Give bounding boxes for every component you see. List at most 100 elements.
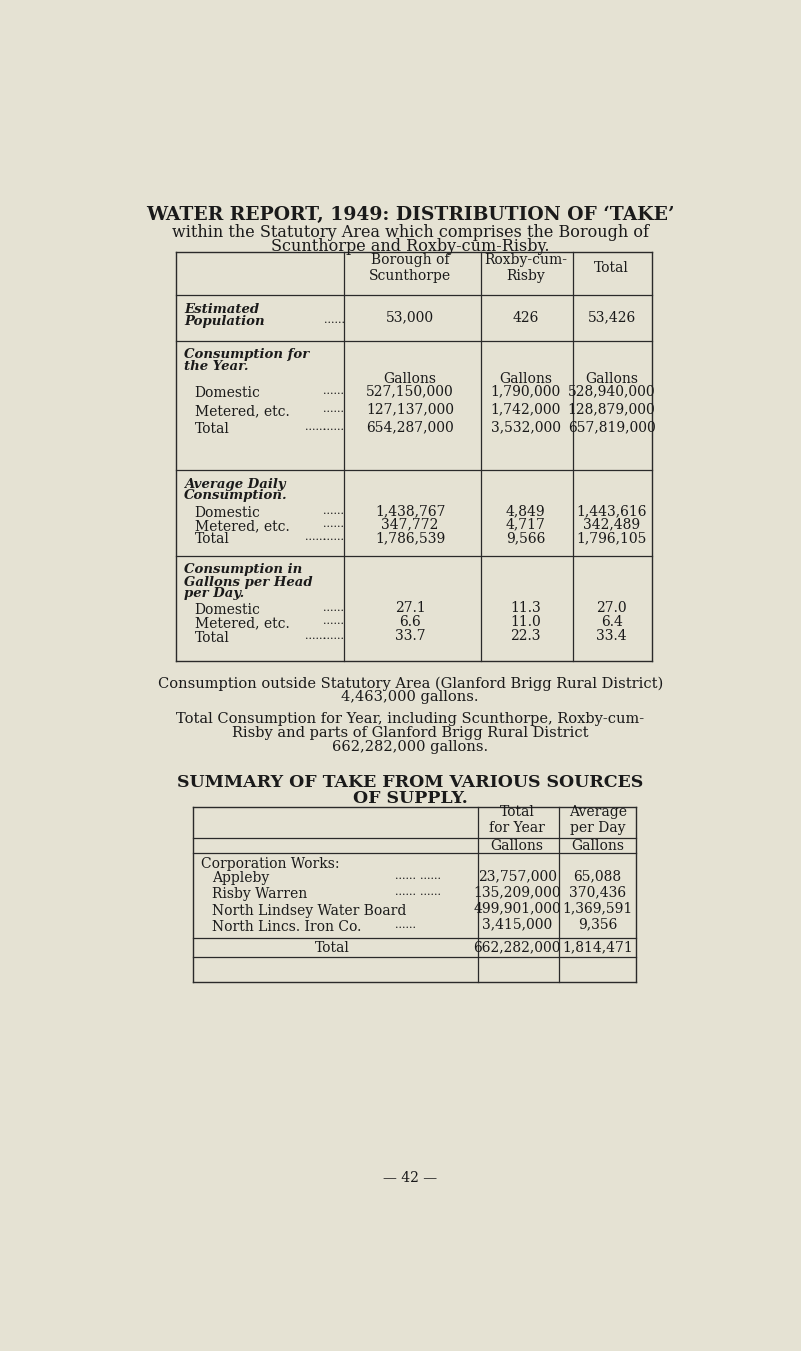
Text: 657,819,000: 657,819,000: [568, 420, 655, 434]
Text: 4,463,000 gallons.: 4,463,000 gallons.: [341, 690, 479, 704]
Text: Metered, etc.: Metered, etc.: [195, 519, 289, 534]
Text: 662,282,000: 662,282,000: [473, 940, 561, 955]
Text: 1,796,105: 1,796,105: [577, 531, 647, 544]
Text: 1,786,539: 1,786,539: [375, 531, 445, 544]
Text: OF SUPPLY.: OF SUPPLY.: [352, 790, 468, 807]
Text: 6.6: 6.6: [399, 615, 421, 628]
Text: 662,282,000 gallons.: 662,282,000 gallons.: [332, 739, 488, 754]
Text: ......: ......: [305, 422, 327, 431]
Text: Total: Total: [315, 940, 350, 955]
Text: 370,436: 370,436: [570, 885, 626, 898]
Text: 499,901,000: 499,901,000: [473, 901, 561, 915]
Text: 527,150,000: 527,150,000: [366, 385, 454, 399]
Text: Borough of
Scunthorpe: Borough of Scunthorpe: [369, 253, 451, 284]
Text: ......: ......: [323, 532, 344, 543]
Text: Average Daily: Average Daily: [183, 478, 285, 490]
Text: 53,426: 53,426: [587, 311, 636, 324]
Text: Gallons: Gallons: [585, 373, 638, 386]
Text: 528,940,000: 528,940,000: [568, 385, 655, 399]
Text: Gallons per Head: Gallons per Head: [183, 576, 312, 589]
Text: ......: ......: [323, 631, 344, 642]
Text: ......: ......: [323, 616, 344, 627]
Text: WATER REPORT, 1949: DISTRIBUTION OF ‘TAKE’: WATER REPORT, 1949: DISTRIBUTION OF ‘TAK…: [146, 205, 674, 224]
Text: Metered, etc.: Metered, etc.: [195, 616, 289, 631]
Text: ......: ......: [305, 631, 327, 642]
Text: ......: ......: [323, 603, 344, 612]
Text: 4,717: 4,717: [505, 517, 545, 532]
Text: ......: ......: [421, 888, 441, 897]
Text: Domestic: Domestic: [195, 505, 260, 520]
Text: Total: Total: [594, 261, 629, 276]
Text: 65,088: 65,088: [574, 869, 622, 884]
Text: — 42 —: — 42 —: [383, 1171, 437, 1185]
Text: Total
for Year: Total for Year: [489, 805, 545, 835]
Text: ......: ......: [395, 920, 416, 929]
Text: ......: ......: [323, 505, 344, 516]
Text: 654,287,000: 654,287,000: [366, 420, 454, 434]
Text: ......: ......: [395, 888, 416, 897]
Text: per Day.: per Day.: [183, 588, 244, 600]
Text: Gallons: Gallons: [571, 839, 624, 852]
Text: Consumption outside Statutory Area (Glanford Brigg Rural District): Consumption outside Statutory Area (Glan…: [158, 677, 662, 690]
Text: ......: ......: [323, 519, 344, 530]
Text: Domestic: Domestic: [195, 386, 260, 400]
Text: 23,757,000: 23,757,000: [477, 869, 557, 884]
Text: North Lincs. Iron Co.: North Lincs. Iron Co.: [212, 920, 362, 934]
Text: Risby Warren: Risby Warren: [212, 888, 308, 901]
Text: 11.0: 11.0: [510, 615, 541, 628]
Text: Domestic: Domestic: [195, 603, 260, 616]
Text: North Lindsey Water Board: North Lindsey Water Board: [212, 904, 407, 917]
Text: Average
per Day: Average per Day: [569, 805, 626, 835]
Text: Gallons: Gallons: [384, 373, 437, 386]
Text: Consumption for: Consumption for: [183, 347, 309, 361]
Text: 1,814,471: 1,814,471: [562, 940, 633, 955]
Text: 128,879,000: 128,879,000: [568, 403, 655, 416]
Text: ......: ......: [323, 404, 344, 413]
Text: Risby and parts of Glanford Brigg Rural District: Risby and parts of Glanford Brigg Rural …: [231, 725, 589, 740]
Text: ......: ......: [323, 386, 344, 396]
Text: Total: Total: [195, 532, 230, 547]
Text: 33.7: 33.7: [395, 630, 425, 643]
Text: 27.0: 27.0: [596, 601, 627, 615]
Text: 3,532,000: 3,532,000: [490, 420, 561, 434]
Text: Scunthorpe and Roxby-cum-Risby.: Scunthorpe and Roxby-cum-Risby.: [271, 238, 549, 255]
Text: Gallons: Gallons: [490, 839, 544, 852]
Text: SUMMARY OF TAKE FROM VARIOUS SOURCES: SUMMARY OF TAKE FROM VARIOUS SOURCES: [177, 774, 643, 792]
Text: Roxby-cum-
Risby: Roxby-cum- Risby: [484, 253, 567, 284]
Text: Population: Population: [183, 315, 264, 327]
Text: 53,000: 53,000: [386, 311, 434, 324]
Text: 127,137,000: 127,137,000: [366, 403, 454, 416]
Text: 342,489: 342,489: [583, 517, 640, 532]
Text: 347,772: 347,772: [381, 517, 439, 532]
Text: 4,849: 4,849: [505, 504, 545, 517]
Text: within the Statutory Area which comprises the Borough of: within the Statutory Area which comprise…: [171, 224, 649, 240]
Text: ......: ......: [421, 871, 441, 881]
Text: ......: ......: [305, 532, 327, 543]
Text: 1,443,616: 1,443,616: [577, 504, 647, 517]
Text: Consumption in: Consumption in: [183, 563, 302, 577]
Text: Total Consumption for Year, including Scunthorpe, Roxby-cum-: Total Consumption for Year, including Sc…: [176, 712, 644, 725]
Text: the Year.: the Year.: [183, 359, 248, 373]
Text: 135,209,000: 135,209,000: [473, 885, 561, 898]
Text: Total: Total: [195, 422, 230, 435]
Text: 1,438,767: 1,438,767: [375, 504, 445, 517]
Text: Corporation Works:: Corporation Works:: [201, 857, 340, 870]
Text: 6.4: 6.4: [601, 615, 622, 628]
Text: 1,742,000: 1,742,000: [490, 403, 561, 416]
Text: Metered, etc.: Metered, etc.: [195, 404, 289, 417]
Text: 9,566: 9,566: [506, 531, 545, 544]
Text: ......: ......: [324, 315, 345, 324]
Text: Appleby: Appleby: [212, 871, 270, 885]
Text: 33.4: 33.4: [596, 630, 627, 643]
Text: 1,790,000: 1,790,000: [490, 385, 561, 399]
Text: 22.3: 22.3: [510, 630, 541, 643]
Text: ......: ......: [323, 422, 344, 431]
Text: 426: 426: [513, 311, 539, 324]
Text: Total: Total: [195, 631, 230, 644]
Text: Estimated: Estimated: [183, 303, 259, 316]
Text: 9,356: 9,356: [578, 917, 618, 931]
Text: 1,369,591: 1,369,591: [562, 901, 633, 915]
Text: 11.3: 11.3: [510, 601, 541, 615]
Text: Gallons: Gallons: [499, 373, 552, 386]
Text: 3,415,000: 3,415,000: [482, 917, 552, 931]
